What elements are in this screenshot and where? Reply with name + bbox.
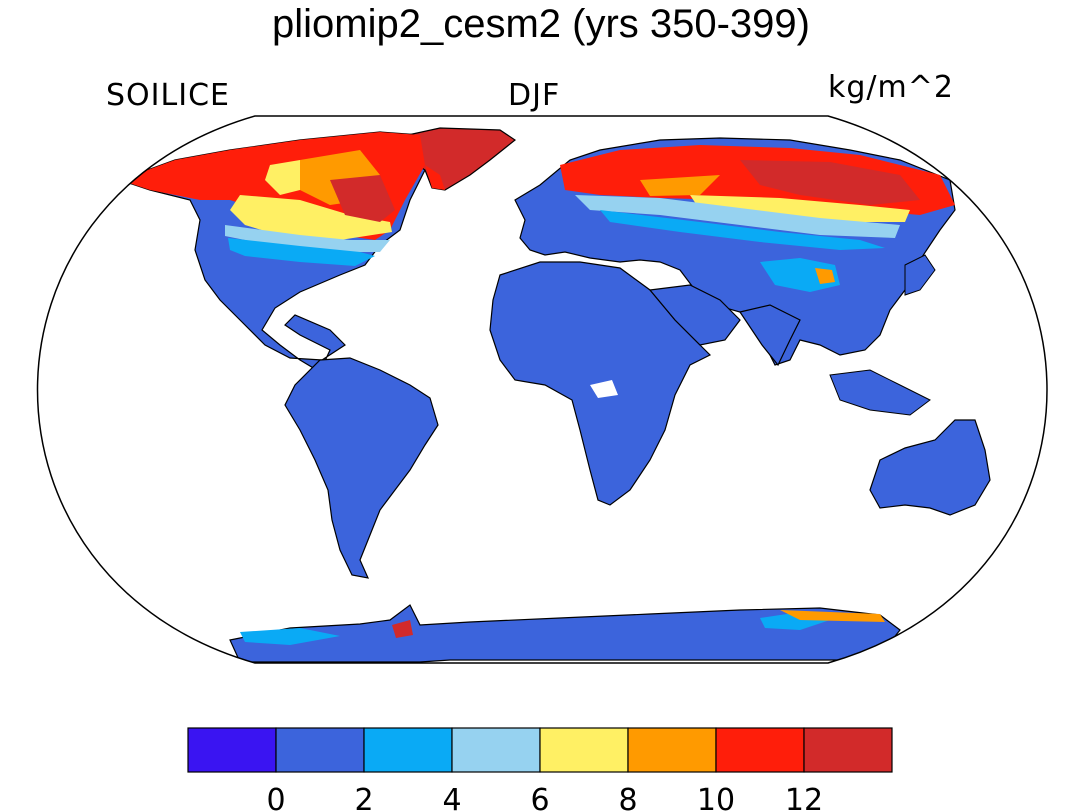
greenland-edge <box>425 165 445 190</box>
globe-outline <box>36 115 1048 664</box>
ant-cyan-patch <box>240 628 340 645</box>
colorbar-bin <box>539 727 629 773</box>
south-america-landmass <box>284 357 439 579</box>
colorbar-bin <box>187 727 277 773</box>
land-fields <box>118 127 991 663</box>
na-band-yellow2 <box>265 160 300 195</box>
eu-band-cyan <box>600 210 885 250</box>
eu-band-orange <box>640 175 720 196</box>
colorbar-tick-label: 10 <box>697 783 735 812</box>
ant-orange-strip <box>780 610 885 622</box>
colorbar-bin <box>451 727 541 773</box>
eu-band-yellow <box>690 195 910 222</box>
na-band-lightblue <box>225 225 390 252</box>
eu-band-lightblue <box>575 195 900 238</box>
units-label: kg/m^2 <box>828 70 954 105</box>
colorbar-bin <box>803 727 893 773</box>
colorbar-tick-label: 6 <box>530 783 549 812</box>
na-band-yellow <box>230 195 392 240</box>
australia-landmass <box>869 419 991 516</box>
colorbar-tick-label: 4 <box>442 783 461 812</box>
colorbar-bin <box>715 727 805 773</box>
japan-landmass <box>904 254 936 296</box>
se-asia-islands <box>829 369 931 416</box>
season-label: DJF <box>508 78 561 113</box>
india-landmass <box>739 304 801 367</box>
na-band-darkred <box>330 175 395 222</box>
colorbar-bin <box>363 727 453 773</box>
colorbar-tick-label: 0 <box>266 783 285 812</box>
colorbar-bin <box>275 727 365 773</box>
colorbar-tick-label: 2 <box>354 783 373 812</box>
colorbar-tick-label: 8 <box>618 783 637 812</box>
eu-band-darkred <box>740 160 920 205</box>
variable-label: SOILICE <box>106 78 230 113</box>
tibet-hotspot <box>815 268 835 284</box>
ant-red-patch <box>392 620 413 638</box>
colorbar-bin <box>627 727 717 773</box>
na-band-cyan <box>228 238 375 266</box>
antarctica-landmass <box>229 604 901 663</box>
colorbar-tick-label: 12 <box>785 783 823 812</box>
colorbar: 0 2 4 6 8 10 12 <box>187 727 893 812</box>
arabia-landmass <box>648 284 741 346</box>
africa-lake <box>590 380 618 398</box>
map-title: pliomip2_cesm2 (yrs 350-399) <box>271 2 810 46</box>
